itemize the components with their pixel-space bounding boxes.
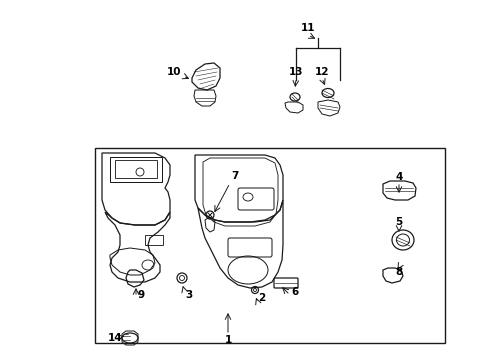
- Text: 14: 14: [107, 333, 122, 343]
- Text: 8: 8: [395, 267, 402, 277]
- Text: 2: 2: [258, 293, 265, 303]
- Text: 4: 4: [394, 172, 402, 182]
- Text: 5: 5: [395, 217, 402, 227]
- Text: 11: 11: [300, 23, 315, 33]
- Text: 7: 7: [231, 171, 238, 181]
- Text: 10: 10: [166, 67, 181, 77]
- Text: 13: 13: [288, 67, 303, 77]
- Bar: [115, 160, 157, 178]
- Text: 12: 12: [314, 67, 328, 77]
- Text: 1: 1: [224, 335, 231, 345]
- Bar: [145, 235, 163, 245]
- Text: 3: 3: [185, 290, 192, 300]
- Text: 9: 9: [137, 290, 144, 300]
- Text: 6: 6: [291, 287, 298, 297]
- Bar: [110, 157, 162, 182]
- Bar: [95, 148, 444, 343]
